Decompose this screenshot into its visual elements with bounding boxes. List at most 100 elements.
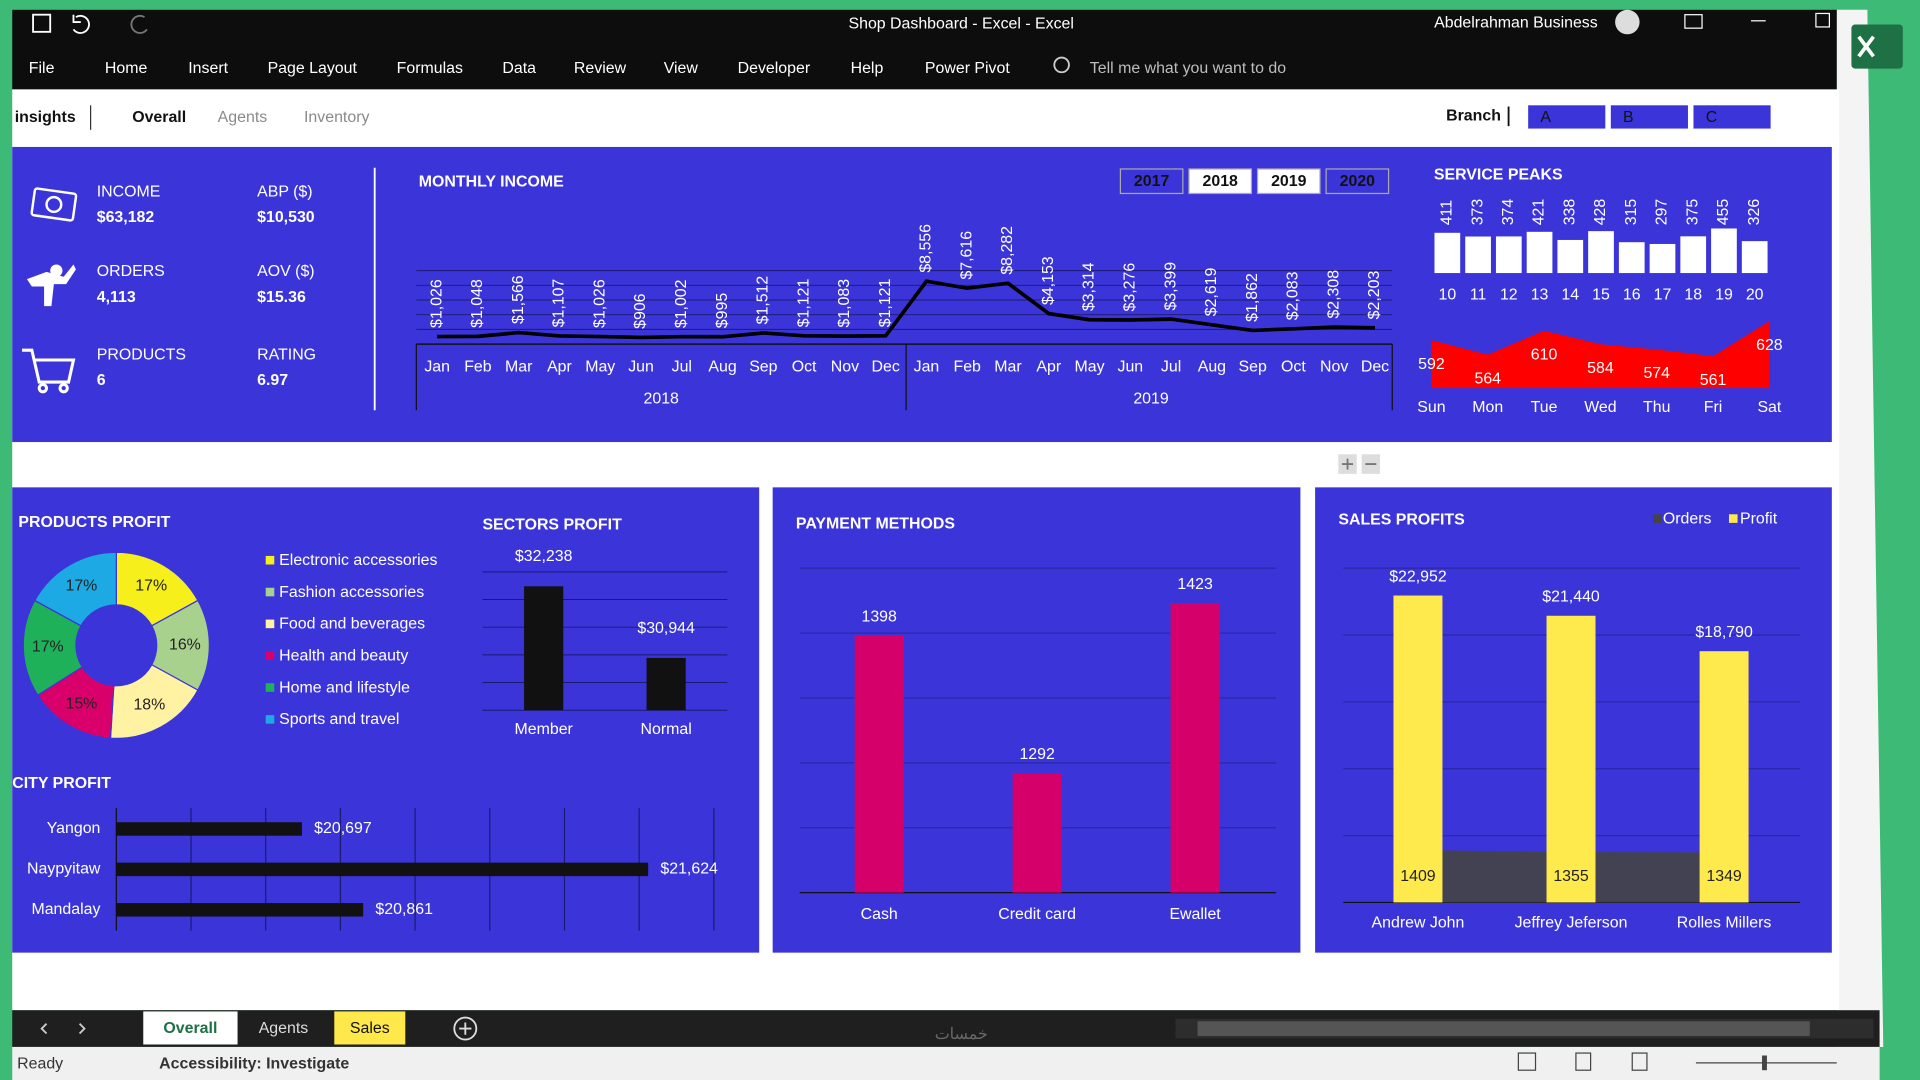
- bar: [1588, 231, 1614, 274]
- x-tick-label: Member: [515, 721, 574, 738]
- undo-icon[interactable]: [72, 14, 90, 34]
- page-break-icon[interactable]: [1631, 1052, 1648, 1071]
- status-text: Ready: [17, 1055, 63, 1072]
- legend-label: Profit: [1740, 510, 1778, 527]
- page-layout-icon[interactable]: [1575, 1052, 1592, 1071]
- chart-title: MONTHLY INCOME: [419, 174, 564, 191]
- save-icon[interactable]: [32, 13, 52, 33]
- branch-button-label: B: [1623, 109, 1634, 126]
- x-tick-label: 12: [1500, 286, 1518, 303]
- x-tick-label: 17: [1654, 286, 1672, 303]
- branch-button[interactable]: [1693, 105, 1771, 129]
- legend-swatch: [1653, 514, 1662, 523]
- sheet-tab-label: Agents: [259, 1020, 309, 1037]
- ribbon-tab[interactable]: Insert: [188, 60, 228, 77]
- bar: [1465, 236, 1491, 274]
- bar: [1170, 603, 1220, 893]
- legend-swatch: [265, 651, 275, 660]
- x-tick-label: Jeffrey Jeferson: [1515, 914, 1628, 931]
- ribbon-tab[interactable]: Help: [851, 60, 884, 77]
- branch-button-label: C: [1706, 109, 1718, 126]
- x-tick-label: Feb: [464, 359, 492, 376]
- data-label: 1355: [1553, 868, 1589, 885]
- bar: [1711, 228, 1737, 274]
- add-sheet-button[interactable]: [453, 1016, 478, 1041]
- year-button[interactable]: [1188, 168, 1253, 195]
- y-tick-label: Mandalay: [31, 901, 100, 918]
- data-label: $2,083: [1285, 271, 1302, 320]
- bar: [1434, 232, 1461, 274]
- avatar[interactable]: [1615, 9, 1640, 35]
- x-group-label: 2019: [1133, 390, 1169, 407]
- data-label: $1,107: [551, 279, 568, 328]
- data-label: 1292: [1019, 746, 1055, 763]
- search-box[interactable]: Tell me what you want to do: [1090, 60, 1286, 77]
- x-tick-label: Mar: [994, 359, 1022, 376]
- branch-button[interactable]: [1528, 105, 1606, 129]
- income-icon: [30, 187, 78, 222]
- ribbon-tab[interactable]: Page Layout: [268, 60, 358, 77]
- bar: [1557, 239, 1584, 274]
- branch-button[interactable]: [1610, 105, 1688, 129]
- legend-swatch: [1728, 514, 1738, 523]
- legend-swatch: [265, 683, 275, 692]
- x-tick-label: 13: [1531, 286, 1549, 303]
- donut-slice: [33, 551, 117, 627]
- ribbon-display-icon[interactable]: [1684, 14, 1703, 29]
- title-bar: [12, 9, 1837, 90]
- data-label: $2,619: [1203, 267, 1220, 316]
- x-tick-label: 19: [1715, 286, 1733, 303]
- donut-slice: [109, 663, 199, 739]
- x-tick-label: Jul: [672, 359, 692, 376]
- nav-tab[interactable]: Inventory: [304, 109, 369, 126]
- zoom-thumb[interactable]: [1762, 1055, 1767, 1071]
- ribbon-tab[interactable]: Data: [502, 60, 536, 77]
- ribbon-tab[interactable]: Home: [105, 60, 148, 77]
- kpi-value: $15.36: [257, 289, 306, 306]
- data-label: $21,440: [1542, 589, 1600, 606]
- sheet-nav-arrows[interactable]: [40, 1023, 86, 1035]
- restore-icon[interactable]: [1815, 12, 1830, 28]
- bar: [1618, 242, 1645, 274]
- sheet-tab[interactable]: [143, 1011, 238, 1045]
- data-label: 592: [1418, 356, 1445, 373]
- data-label: $3,314: [1081, 262, 1098, 311]
- data-label: $8,556: [918, 224, 935, 273]
- nav-tab[interactable]: Agents: [218, 109, 268, 126]
- data-label: $21,624: [660, 861, 718, 878]
- data-label: $8,282: [999, 226, 1016, 275]
- data-label: 15%: [65, 696, 97, 713]
- ribbon-tab[interactable]: Formulas: [397, 60, 463, 77]
- ribbon-tab[interactable]: Review: [574, 60, 627, 77]
- sheet-tab[interactable]: [334, 1011, 406, 1045]
- legend-label: Electronic accessories: [279, 552, 437, 569]
- data-label: $2,308: [1325, 270, 1342, 319]
- bar: [1741, 241, 1768, 274]
- ribbon-tab[interactable]: File: [29, 60, 55, 77]
- x-tick-label: Dec: [1361, 359, 1389, 376]
- scroll-thumb[interactable]: [1197, 1021, 1810, 1036]
- data-label: $30,944: [637, 620, 695, 637]
- lightbulb-icon: [1053, 56, 1070, 74]
- banner: [12, 146, 1832, 443]
- bar: [524, 586, 564, 711]
- x-tick-label: Feb: [954, 359, 982, 376]
- x-tick-label: 14: [1561, 286, 1579, 303]
- year-button[interactable]: [1119, 168, 1184, 195]
- ribbon-tab[interactable]: Developer: [738, 60, 811, 77]
- normal-view-icon[interactable]: [1517, 1052, 1537, 1071]
- orders-icon: [26, 264, 76, 307]
- data-label: $22,952: [1389, 568, 1447, 585]
- ribbon-tab[interactable]: Power Pivot: [925, 60, 1010, 77]
- year-button[interactable]: [1325, 168, 1390, 195]
- nav-tab[interactable]: Overall: [132, 109, 186, 126]
- user-name: Abdelrahman Business: [1434, 14, 1598, 31]
- ribbon-tab[interactable]: View: [664, 60, 699, 77]
- x-tick-label: 11: [1470, 286, 1487, 303]
- sheet-tab[interactable]: [243, 1011, 324, 1045]
- data-label: 16%: [169, 637, 201, 654]
- year-button[interactable]: [1256, 168, 1321, 195]
- accessibility-status[interactable]: Accessibility: Investigate: [159, 1055, 349, 1072]
- bar: [1546, 615, 1596, 903]
- data-label: $1,002: [673, 279, 690, 328]
